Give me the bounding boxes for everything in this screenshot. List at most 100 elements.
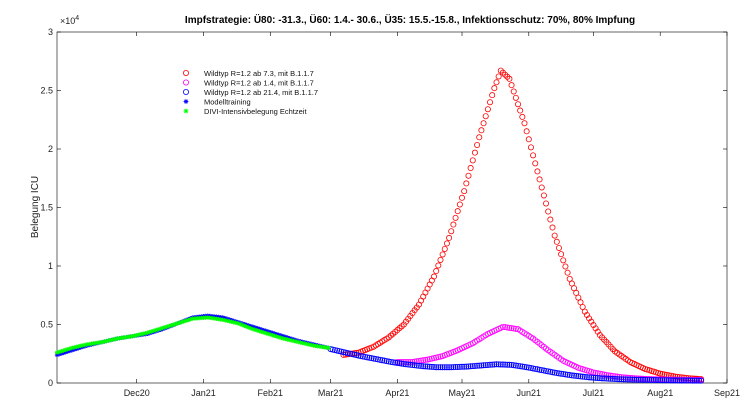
series-3-point bbox=[644, 376, 651, 383]
series-2-point bbox=[431, 355, 438, 362]
series-3-point bbox=[581, 373, 588, 380]
series-3-point bbox=[601, 375, 608, 382]
series-3-point bbox=[502, 361, 509, 368]
y-axis-label: Belegung ICU bbox=[30, 176, 41, 238]
chart-title: Impfstrategie: Ü80: -31.3., Ü60: 1.4.- 3… bbox=[185, 13, 635, 26]
series-3-point bbox=[650, 377, 657, 384]
series-1-point bbox=[536, 176, 543, 183]
legend-marker-4 bbox=[183, 99, 189, 104]
series-3-point bbox=[370, 355, 377, 362]
series-3-point bbox=[592, 374, 599, 381]
series-5-point bbox=[80, 343, 86, 348]
series-1-point bbox=[523, 128, 530, 135]
y-tick-label: 0 bbox=[48, 378, 53, 388]
series-3-point bbox=[426, 363, 433, 370]
series-3-point bbox=[605, 375, 612, 382]
series-3-point bbox=[495, 361, 502, 368]
series-1-point bbox=[459, 194, 466, 201]
series-1-point bbox=[443, 240, 450, 247]
series-3-point bbox=[480, 362, 487, 369]
series-3-point bbox=[543, 367, 550, 374]
series-3-point bbox=[484, 361, 491, 368]
legend-marker-1 bbox=[182, 70, 189, 77]
series-1-point bbox=[525, 136, 532, 143]
series-3-point bbox=[329, 346, 336, 353]
series-3-point bbox=[368, 355, 375, 362]
legend-label-4: Modelltraining bbox=[204, 97, 251, 106]
series-3-point bbox=[527, 365, 534, 372]
series-3-point bbox=[342, 349, 349, 356]
series-1-point bbox=[508, 82, 515, 89]
series-1-point bbox=[499, 69, 506, 76]
series-3-point bbox=[538, 367, 545, 374]
series-3-point bbox=[489, 361, 496, 368]
series-3-point bbox=[396, 360, 403, 367]
series-1-point bbox=[504, 73, 511, 80]
series-3-point bbox=[459, 363, 466, 370]
series-1-point bbox=[487, 99, 494, 106]
series-3-point bbox=[331, 347, 338, 354]
series-3-point bbox=[366, 354, 373, 361]
series-1-point bbox=[510, 88, 517, 95]
series-1-point bbox=[562, 263, 569, 270]
series-3-point bbox=[441, 364, 448, 371]
series-1-point bbox=[547, 216, 554, 223]
series-3-point bbox=[568, 372, 575, 379]
series-3-point bbox=[678, 377, 685, 384]
series-3-point bbox=[560, 371, 567, 378]
y-tick-label: 2 bbox=[48, 144, 53, 154]
series-3-point bbox=[355, 352, 362, 359]
legend-marker-5 bbox=[183, 108, 189, 114]
series-3-point bbox=[609, 375, 616, 382]
series-1-point bbox=[521, 120, 528, 127]
series-3-point bbox=[478, 362, 485, 369]
series-3-point bbox=[607, 375, 614, 382]
series-3-point bbox=[553, 370, 560, 377]
legend-label-1: Wildtyp R=1.2 ab 7.3, mit B.1.1.7 bbox=[204, 69, 314, 78]
series-1-point bbox=[452, 214, 459, 221]
series-1-point bbox=[515, 101, 522, 108]
series-3-point bbox=[435, 364, 442, 371]
series-3-point bbox=[590, 374, 597, 381]
series-3-point bbox=[562, 371, 569, 378]
series-3-point bbox=[428, 363, 435, 370]
x-tick-label: Jan21 bbox=[191, 388, 216, 398]
series-1-point bbox=[484, 106, 491, 113]
axes-ticks: 0 0.5 1 1.5 2 2.5 3 Dec20 Jan21 Feb21 Mar21 Apr21 Ma… bbox=[40, 27, 740, 398]
series-1-point bbox=[469, 157, 476, 164]
series-3-point bbox=[476, 362, 483, 369]
series-3-point bbox=[670, 377, 677, 384]
series-3-point bbox=[461, 363, 468, 370]
series-1-point bbox=[439, 251, 446, 258]
series-2-point bbox=[428, 355, 435, 362]
series-3-point bbox=[403, 361, 410, 368]
series-3-point bbox=[611, 376, 618, 383]
series-1-point bbox=[497, 67, 504, 74]
series-3-point bbox=[687, 377, 694, 384]
series-3-point bbox=[566, 372, 573, 379]
series-1-point bbox=[461, 188, 468, 195]
series-3-point bbox=[385, 358, 392, 365]
series-3-point bbox=[409, 362, 416, 369]
series-3-point bbox=[392, 359, 399, 366]
series-1-point bbox=[555, 244, 562, 251]
series-3-point bbox=[672, 377, 679, 384]
series-1-point bbox=[471, 149, 478, 156]
series-1-point bbox=[545, 208, 552, 215]
series-3-point bbox=[340, 349, 347, 356]
series-2-point bbox=[433, 354, 440, 361]
series-3-point bbox=[467, 363, 474, 370]
series-1-point bbox=[482, 113, 489, 120]
series-3-point bbox=[493, 361, 500, 368]
series-3-point bbox=[603, 375, 610, 382]
legend-box bbox=[175, 63, 342, 123]
series-3-point bbox=[515, 362, 522, 369]
series-3-point bbox=[555, 370, 562, 377]
series-3-point bbox=[627, 376, 634, 383]
series-3-point bbox=[599, 375, 606, 382]
series-3-point bbox=[398, 360, 405, 367]
series-3-point bbox=[433, 364, 440, 371]
series-1-point bbox=[527, 144, 534, 151]
legend-label-2: Wildtyp R=1.2 ab 1.4, mit B.1.1.7 bbox=[204, 78, 314, 87]
